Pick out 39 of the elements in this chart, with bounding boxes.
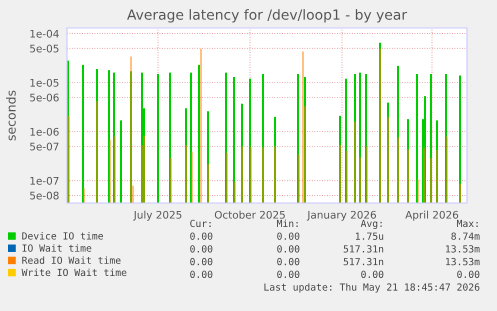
- y-tick-label: 1e-05: [30, 78, 58, 87]
- text: 8.74m: [451, 232, 480, 240]
- y-tick-label: 1e-04: [30, 30, 59, 38]
- y-tick-label: 1e-06: [30, 128, 59, 136]
- text: 517.31n: [344, 258, 384, 266]
- text: 0.00: [277, 232, 300, 240]
- y-axis-title: seconds: [6, 90, 16, 140]
- y-tick-label: 5e-05: [30, 44, 58, 52]
- text: 13.53m: [446, 258, 480, 266]
- text: Avg:: [360, 220, 382, 230]
- legend-label: Device IO time: [22, 232, 103, 240]
- x-tick-label: January 2026: [306, 210, 376, 221]
- text: Last update: Thu May 21 18:45:47 2026: [264, 283, 480, 293]
- x-tick-label: October 2025: [214, 210, 285, 219]
- y-tick-label: 1e-07: [30, 176, 58, 185]
- y-tick-label: 5e-07: [30, 142, 58, 150]
- legend-label: Read IO Wait time: [22, 256, 121, 264]
- legend-label: IO Wait time: [22, 244, 92, 252]
- text: Cur:: [190, 220, 211, 228]
- text: 0.00: [190, 232, 212, 240]
- x-tick-label: July 2025: [133, 210, 182, 221]
- text: 0.00: [361, 270, 384, 278]
- text: 0.00: [190, 270, 212, 278]
- y-tick-label: 5e-06: [30, 94, 59, 102]
- text: Min:: [276, 220, 298, 227]
- text: 0.00: [277, 245, 300, 253]
- text: 0.00: [277, 258, 300, 266]
- chart-title: Average latency for /dev/loop1 - by year: [127, 9, 408, 23]
- legend-label: Write IO Wait time: [22, 268, 126, 276]
- text: Max:: [456, 220, 478, 228]
- text: 13.53m: [446, 245, 480, 253]
- text: 0.00: [277, 270, 300, 278]
- text: 0.00: [457, 270, 480, 278]
- x-tick-label: April 2026: [405, 210, 458, 221]
- text: 0.00: [190, 245, 212, 253]
- text: 517.31n: [344, 245, 384, 253]
- y-tick-label: 5e-08: [30, 192, 59, 200]
- text: 0.00: [190, 258, 212, 266]
- text: 1.75u: [356, 232, 384, 240]
